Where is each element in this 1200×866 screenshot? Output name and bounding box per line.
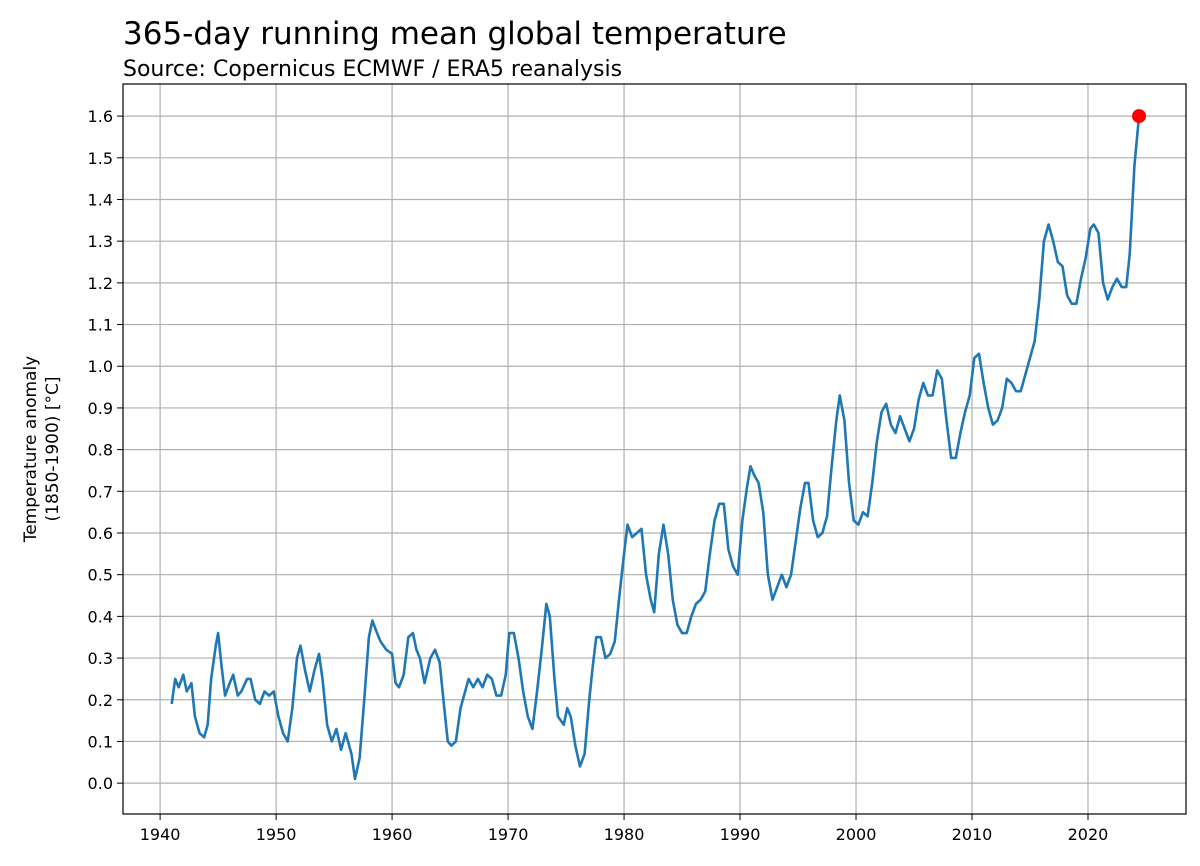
- y-tick-label: 0.9: [88, 399, 113, 418]
- y-tick-label: 0.1: [88, 732, 113, 751]
- y-axis-label-line: (1850-1900) [°C]: [43, 377, 63, 522]
- y-tick-label: 1.4: [88, 190, 113, 209]
- y-tick-label: 1.3: [88, 232, 113, 251]
- y-tick-label: 1.0: [88, 357, 113, 376]
- y-axis-label: Temperature anomaly (1850-1900) [°C]: [21, 356, 63, 543]
- y-tick-label: 1.2: [88, 274, 113, 293]
- latest-point: [1132, 109, 1147, 124]
- y-tick-label: 0.3: [88, 649, 113, 668]
- x-tick-label: 1970: [488, 825, 529, 844]
- plot-frame: [122, 83, 1187, 815]
- y-tick-label: 0.7: [88, 482, 113, 501]
- y-tick-label: 0.8: [88, 441, 113, 460]
- y-tick-label: 1.5: [88, 149, 113, 168]
- y-tick-label: 1.6: [88, 107, 113, 126]
- y-axis-label-line: Temperature anomaly: [21, 356, 41, 543]
- x-tick-label: 1950: [256, 825, 297, 844]
- x-tick-label: 1990: [720, 825, 761, 844]
- x-tick-label: 2000: [836, 825, 877, 844]
- x-tick-label: 2020: [1068, 825, 1109, 844]
- y-tick-label: 0.2: [88, 691, 113, 710]
- y-tick-label: 0.5: [88, 566, 113, 585]
- x-tick-label: 1940: [140, 825, 181, 844]
- chart-subtitle: Source: Copernicus ECMWF / ERA5 reanalys…: [123, 57, 622, 82]
- x-tick-label: 1980: [604, 825, 645, 844]
- y-tick-label: 0.4: [88, 607, 113, 626]
- x-tick-label: 2010: [952, 825, 993, 844]
- x-tick-label: 1960: [372, 825, 413, 844]
- y-tick-label: 1.1: [88, 316, 113, 335]
- data-line: [170, 115, 1141, 781]
- y-tick-label: 0.0: [88, 774, 113, 793]
- chart-title: 365-day running mean global temperature: [123, 16, 787, 52]
- y-tick-label: 0.6: [88, 524, 113, 543]
